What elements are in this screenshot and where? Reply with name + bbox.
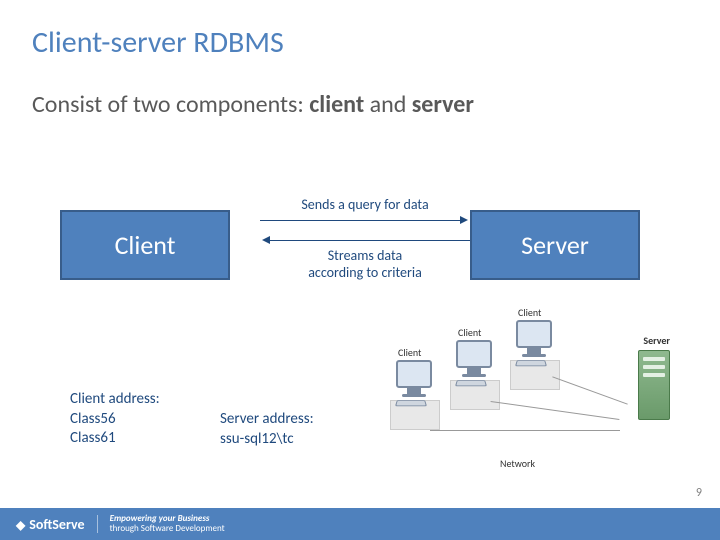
footer-tag-l2: through Software Development (110, 523, 225, 534)
client-address-l1: Class56 (70, 410, 160, 430)
client-address-block: Client address: Class56 Class61 (70, 390, 160, 449)
footer-bar: SoftServe Empowering your Business throu… (0, 508, 720, 540)
cable-3 (552, 376, 628, 404)
network-label: Network (500, 457, 535, 470)
client-address-heading: Client address: (70, 390, 160, 410)
arrow-bottom-label-l2: according to criteria (308, 264, 422, 281)
client-label-1: Client (398, 346, 421, 359)
server-icon (638, 350, 670, 420)
slide-subtitle: Consist of two components: client and se… (32, 90, 474, 119)
client-box-label: Client (115, 229, 176, 261)
page-number: 9 (696, 486, 702, 500)
client-address-l2: Class61 (70, 429, 160, 449)
arrow-top-head (460, 216, 468, 224)
footer-tagline: Empowering your Business through Softwar… (110, 514, 225, 534)
footer-logo: SoftServe (16, 516, 85, 533)
arrow-bottom-label: Streams data according to criteria (260, 248, 470, 282)
network-topology-image: Client Client Client Server Network (390, 320, 670, 470)
arrow-top-label: Sends a query for data (260, 197, 470, 214)
cable-2 (491, 401, 620, 420)
server-address-heading: Server address: (220, 410, 314, 430)
footer-separator (97, 515, 98, 533)
server-address-l1: ssu-sql12\tc (220, 430, 314, 450)
subtitle-bold-server: server (412, 90, 474, 119)
slide: Client-server RDBMS Consist of two compo… (0, 0, 720, 540)
client-monitor-2: Client (456, 340, 492, 387)
client-monitor-1: Client (396, 360, 432, 407)
client-monitor-3: Client (516, 320, 552, 367)
arrow-zone: Sends a query for data Streams data acco… (260, 190, 470, 300)
server-label: Server (643, 334, 670, 347)
client-label-2: Client (458, 326, 481, 339)
subtitle-prefix: Consist of two components: (32, 90, 309, 119)
title-text: Client-server RDBMS (32, 24, 284, 61)
client-label-3: Client (518, 306, 541, 319)
arrow-bottom-head (262, 236, 270, 244)
arrow-top-line (260, 220, 460, 221)
subtitle-bold-client: client (309, 90, 364, 119)
cable-main (430, 430, 620, 431)
arrow-bottom-label-l1: Streams data (328, 247, 402, 264)
server-address-block: Server address: ssu-sql12\tc (220, 410, 314, 449)
slide-title: Client-server RDBMS (32, 24, 284, 61)
client-box: Client (60, 210, 230, 280)
server-box: Server (470, 210, 640, 280)
client-server-diagram: Client Server Sends a query for data Str… (60, 190, 640, 300)
server-box-label: Server (521, 229, 589, 261)
arrow-bottom-line (270, 240, 470, 241)
subtitle-mid: and (364, 90, 412, 119)
